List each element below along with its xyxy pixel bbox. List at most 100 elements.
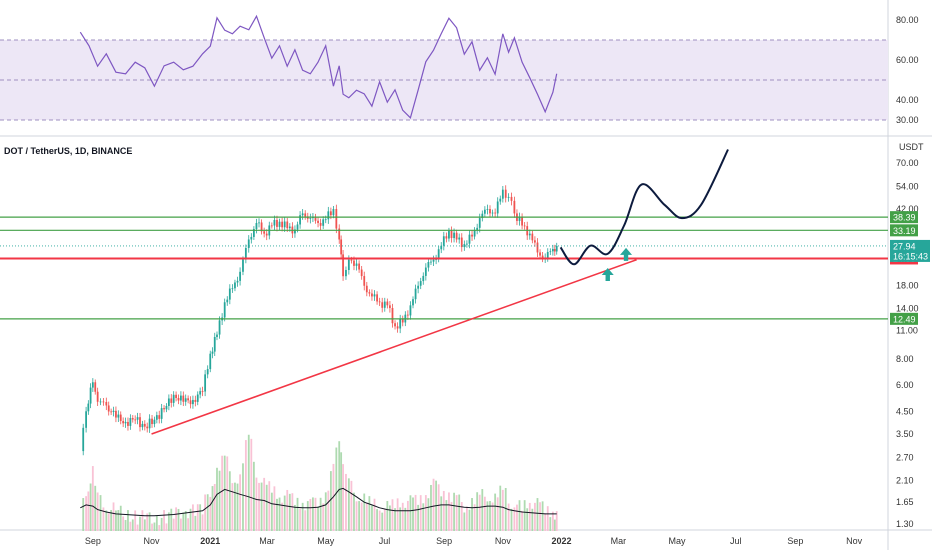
volume-bar — [553, 519, 556, 531]
candle-body — [196, 394, 199, 402]
volume-bar — [481, 489, 484, 531]
candle-body — [471, 234, 473, 237]
rsi-tick-label: 30.00 — [896, 115, 919, 125]
candle-body — [102, 401, 105, 403]
candle-body — [389, 305, 391, 309]
time-tick-label: Sep — [787, 536, 803, 546]
countdown-label: 16:15:43 — [893, 251, 928, 261]
candle-body — [489, 209, 491, 214]
volume-bar — [278, 497, 281, 531]
volume-bar — [430, 484, 432, 531]
candle-body — [167, 398, 170, 406]
volume-bar — [221, 455, 224, 531]
candle-body — [376, 294, 378, 302]
candle-body — [541, 255, 544, 259]
candle-body — [260, 222, 263, 232]
candle-body — [528, 233, 531, 236]
volume-bar — [363, 493, 366, 531]
candle-body — [417, 285, 420, 289]
volume-bar — [115, 510, 117, 531]
candle-body — [496, 201, 499, 214]
volume-bar — [265, 484, 268, 531]
volume-bar — [534, 502, 536, 531]
volume-bar — [204, 494, 207, 531]
volume-bar — [192, 504, 194, 531]
volume-bar — [96, 492, 99, 531]
candle-body — [258, 222, 260, 224]
price-tick-label: 8.00 — [896, 354, 914, 364]
trendline — [151, 258, 637, 435]
candle-body — [226, 299, 229, 303]
candle-body — [276, 219, 278, 227]
candle-body — [468, 234, 471, 244]
volume-bar — [391, 499, 394, 531]
volume-bar — [396, 498, 399, 531]
volume-bar — [239, 474, 241, 531]
candle-body — [386, 301, 389, 306]
last-price-label: 27.94 — [893, 241, 916, 251]
candle-body — [466, 243, 468, 245]
volume-bar — [209, 496, 212, 531]
candle-body — [399, 319, 402, 329]
candle-body — [288, 226, 291, 229]
candle-body — [332, 209, 335, 216]
candle-body — [143, 423, 146, 427]
volume-bar — [91, 466, 94, 531]
candle-body — [327, 211, 330, 220]
volume-bar — [160, 517, 163, 531]
volume-bar — [424, 495, 427, 531]
candle-body — [435, 259, 438, 260]
drawings-layer — [0, 149, 888, 435]
volume-bar — [345, 473, 347, 531]
candle-body — [440, 245, 443, 250]
volume-bar — [531, 508, 534, 531]
volume-bar — [283, 495, 286, 531]
volume-bar — [324, 492, 327, 531]
candle-body — [194, 399, 197, 402]
candle-body — [427, 262, 430, 268]
time-tick-label: Nov — [846, 536, 863, 546]
volume-bar — [510, 508, 513, 531]
candle-body — [353, 260, 355, 266]
volume-bar — [523, 500, 526, 531]
candle-body — [381, 302, 384, 308]
up-arrow-shape — [620, 247, 633, 261]
volume-bar — [127, 510, 129, 531]
candle-body — [483, 209, 486, 214]
volume-bar — [478, 494, 481, 531]
volume-bar — [314, 497, 317, 531]
volume-bar — [151, 523, 153, 531]
candle-body — [99, 401, 102, 403]
candle-body — [110, 411, 113, 413]
volume-bar — [466, 506, 468, 531]
candle-body — [278, 221, 281, 227]
candle-body — [175, 394, 177, 398]
candle-body — [182, 395, 185, 402]
candle-body — [335, 209, 338, 229]
volume-bar — [172, 518, 175, 531]
candle-body — [314, 216, 317, 221]
volume-bar — [483, 496, 486, 531]
candle-body — [347, 259, 350, 271]
candle-body — [139, 417, 141, 428]
candle-body — [122, 420, 125, 424]
volume-bar — [350, 480, 353, 531]
price-tick-label: 1.65 — [896, 497, 914, 507]
candle-body — [340, 239, 343, 255]
price-tick-label: 4.50 — [896, 406, 914, 416]
rsi-tick-label: 40.00 — [896, 95, 919, 105]
volume-bar — [218, 470, 221, 531]
candle-body — [301, 213, 304, 216]
volume-bar — [260, 482, 263, 531]
volume-bar — [373, 498, 376, 531]
volume-bar — [105, 510, 108, 531]
candle-body — [263, 231, 266, 234]
volume-bar — [453, 492, 455, 531]
candle-body — [396, 326, 399, 329]
candle-body — [85, 411, 87, 428]
candle-body — [368, 292, 371, 294]
volume-bar — [489, 500, 491, 531]
volume-bar — [189, 508, 192, 531]
candle-body — [358, 263, 361, 270]
candle-body — [317, 220, 319, 223]
